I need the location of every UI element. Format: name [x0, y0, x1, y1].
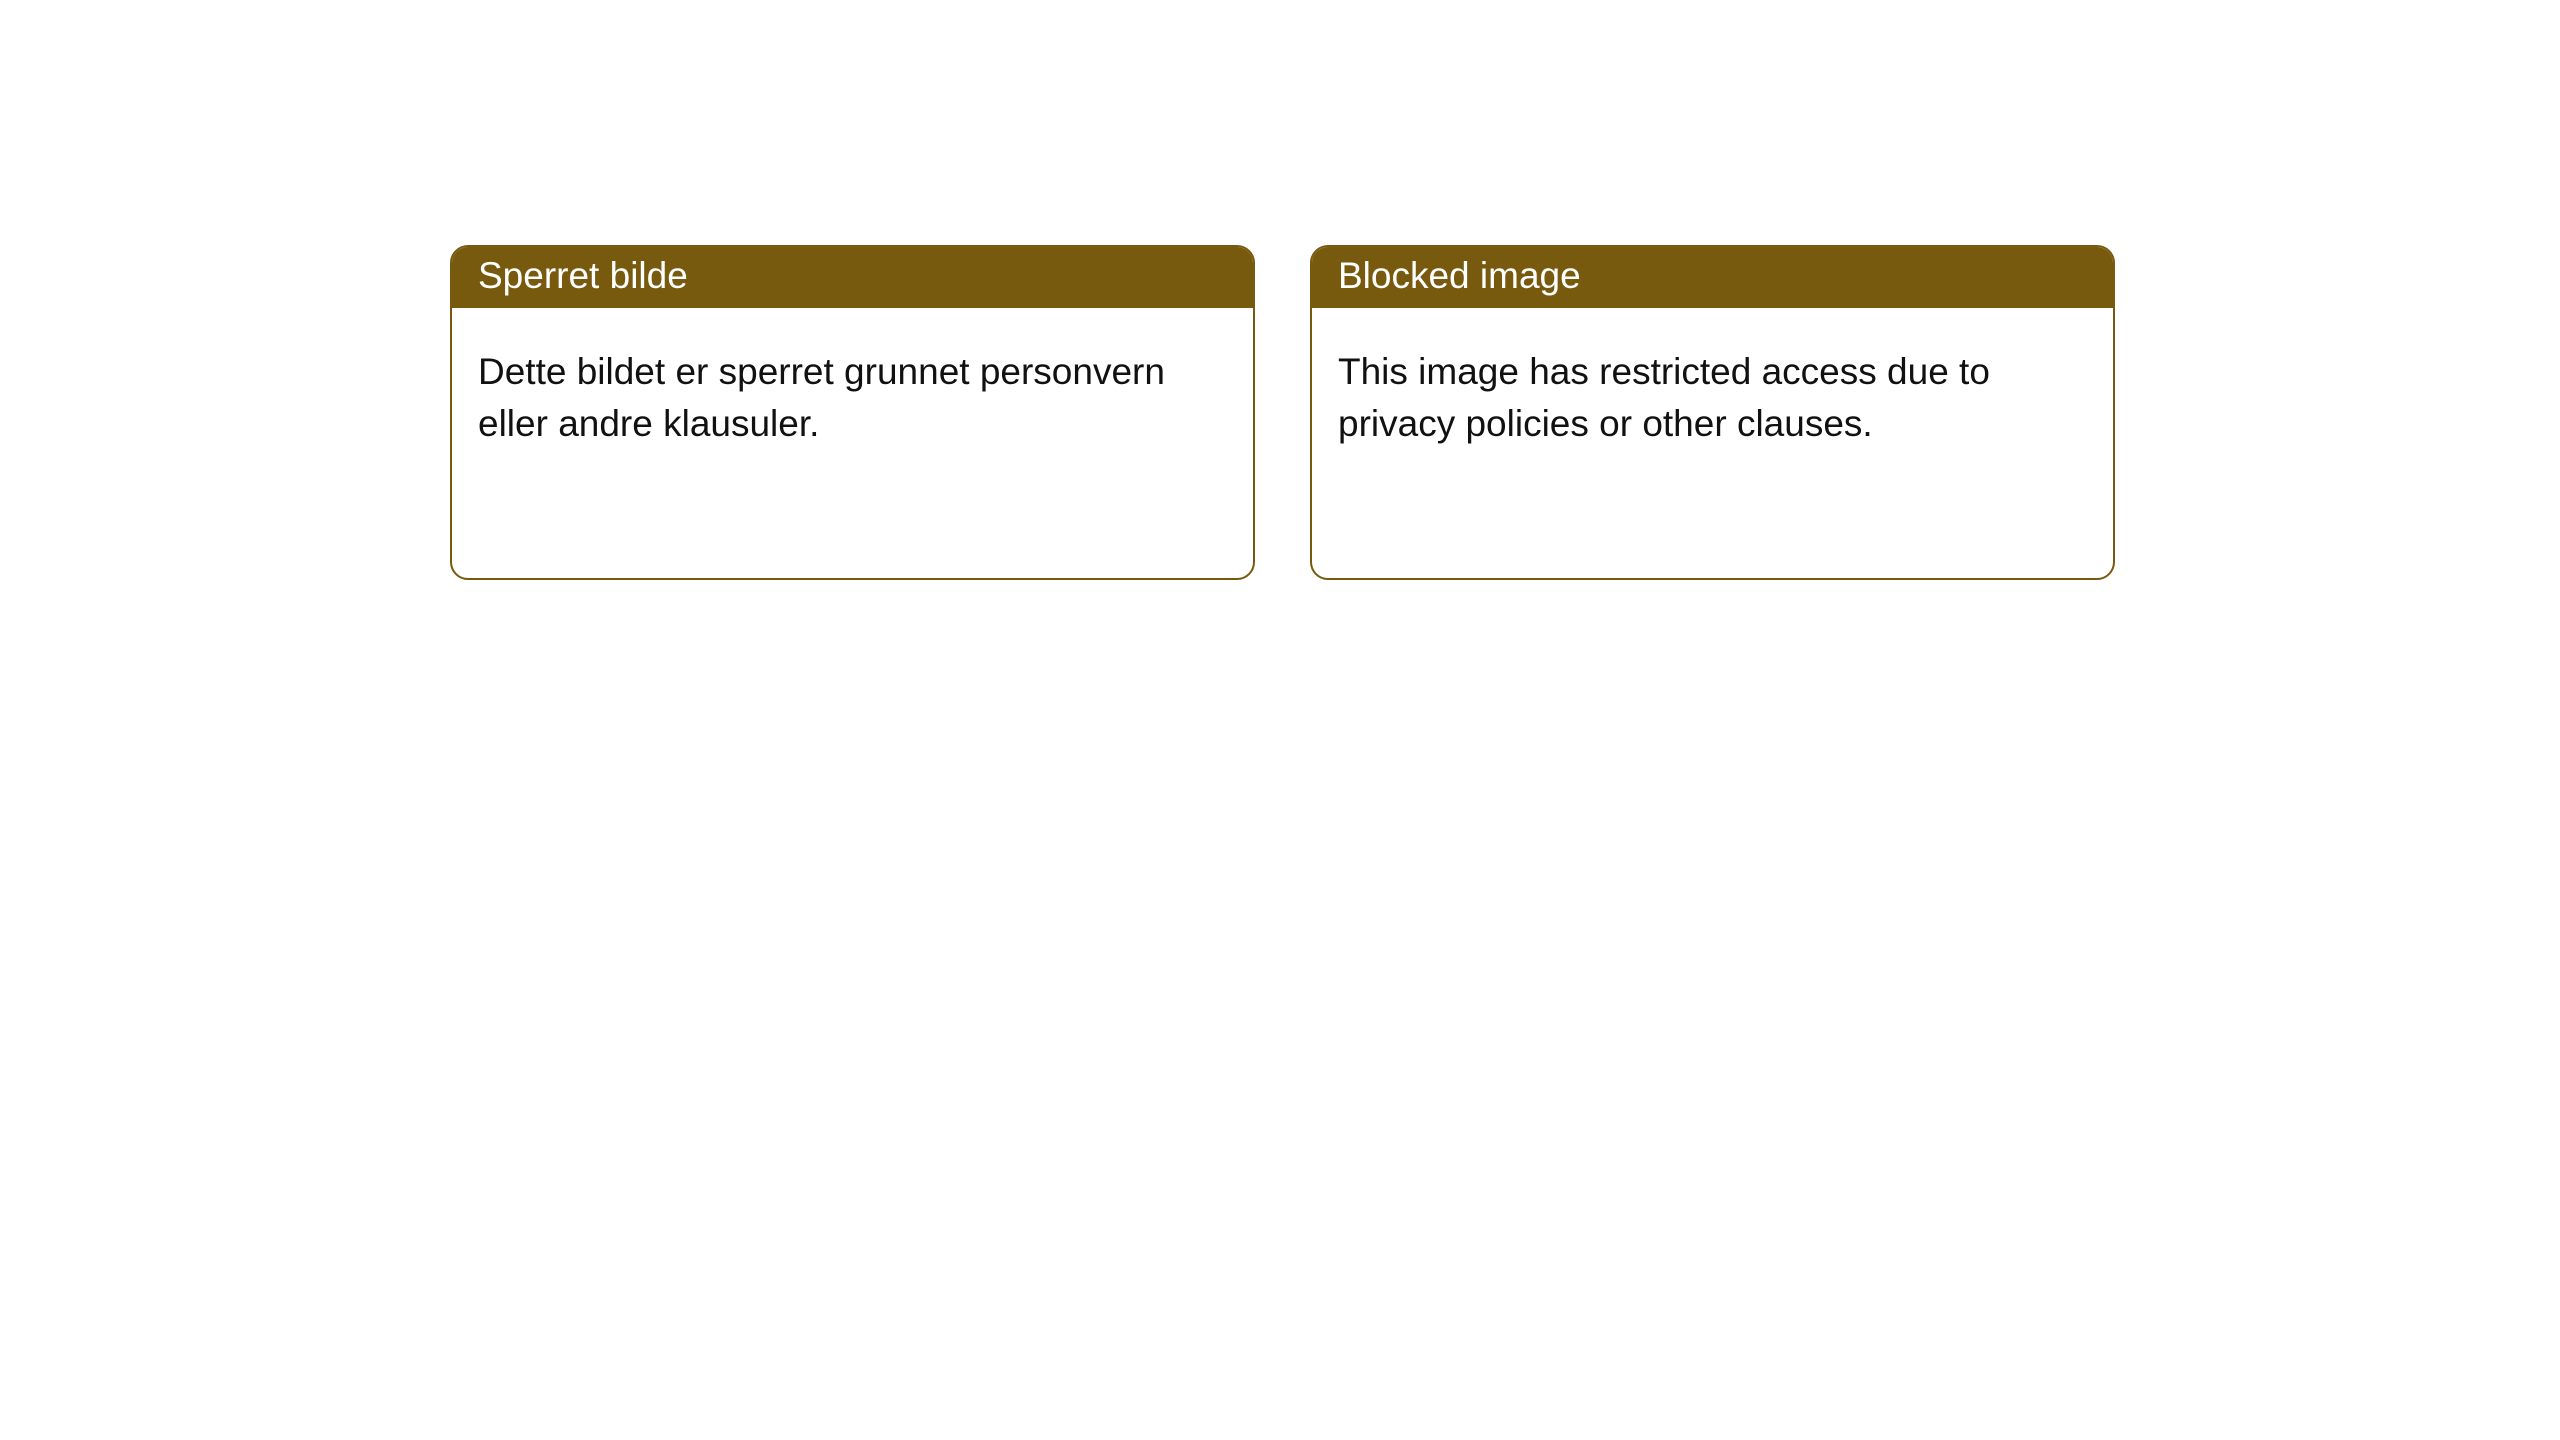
notice-body: This image has restricted access due to …	[1312, 308, 2113, 488]
notice-box-english: Blocked image This image has restricted …	[1310, 245, 2115, 580]
notice-header: Blocked image	[1312, 247, 2113, 308]
notice-box-norwegian: Sperret bilde Dette bildet er sperret gr…	[450, 245, 1255, 580]
notices-container: Sperret bilde Dette bildet er sperret gr…	[0, 0, 2560, 580]
notice-body: Dette bildet er sperret grunnet personve…	[452, 308, 1253, 488]
notice-header: Sperret bilde	[452, 247, 1253, 308]
